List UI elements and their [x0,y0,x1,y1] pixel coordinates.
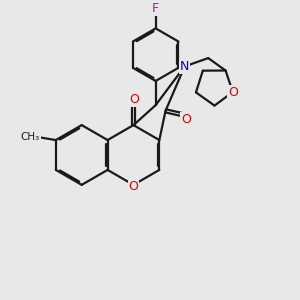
Text: F: F [152,2,159,15]
Text: O: O [128,180,138,193]
Text: O: O [129,93,139,106]
Text: N: N [180,60,189,73]
Text: O: O [181,113,191,126]
Text: O: O [228,85,238,99]
Text: CH₃: CH₃ [21,132,40,142]
